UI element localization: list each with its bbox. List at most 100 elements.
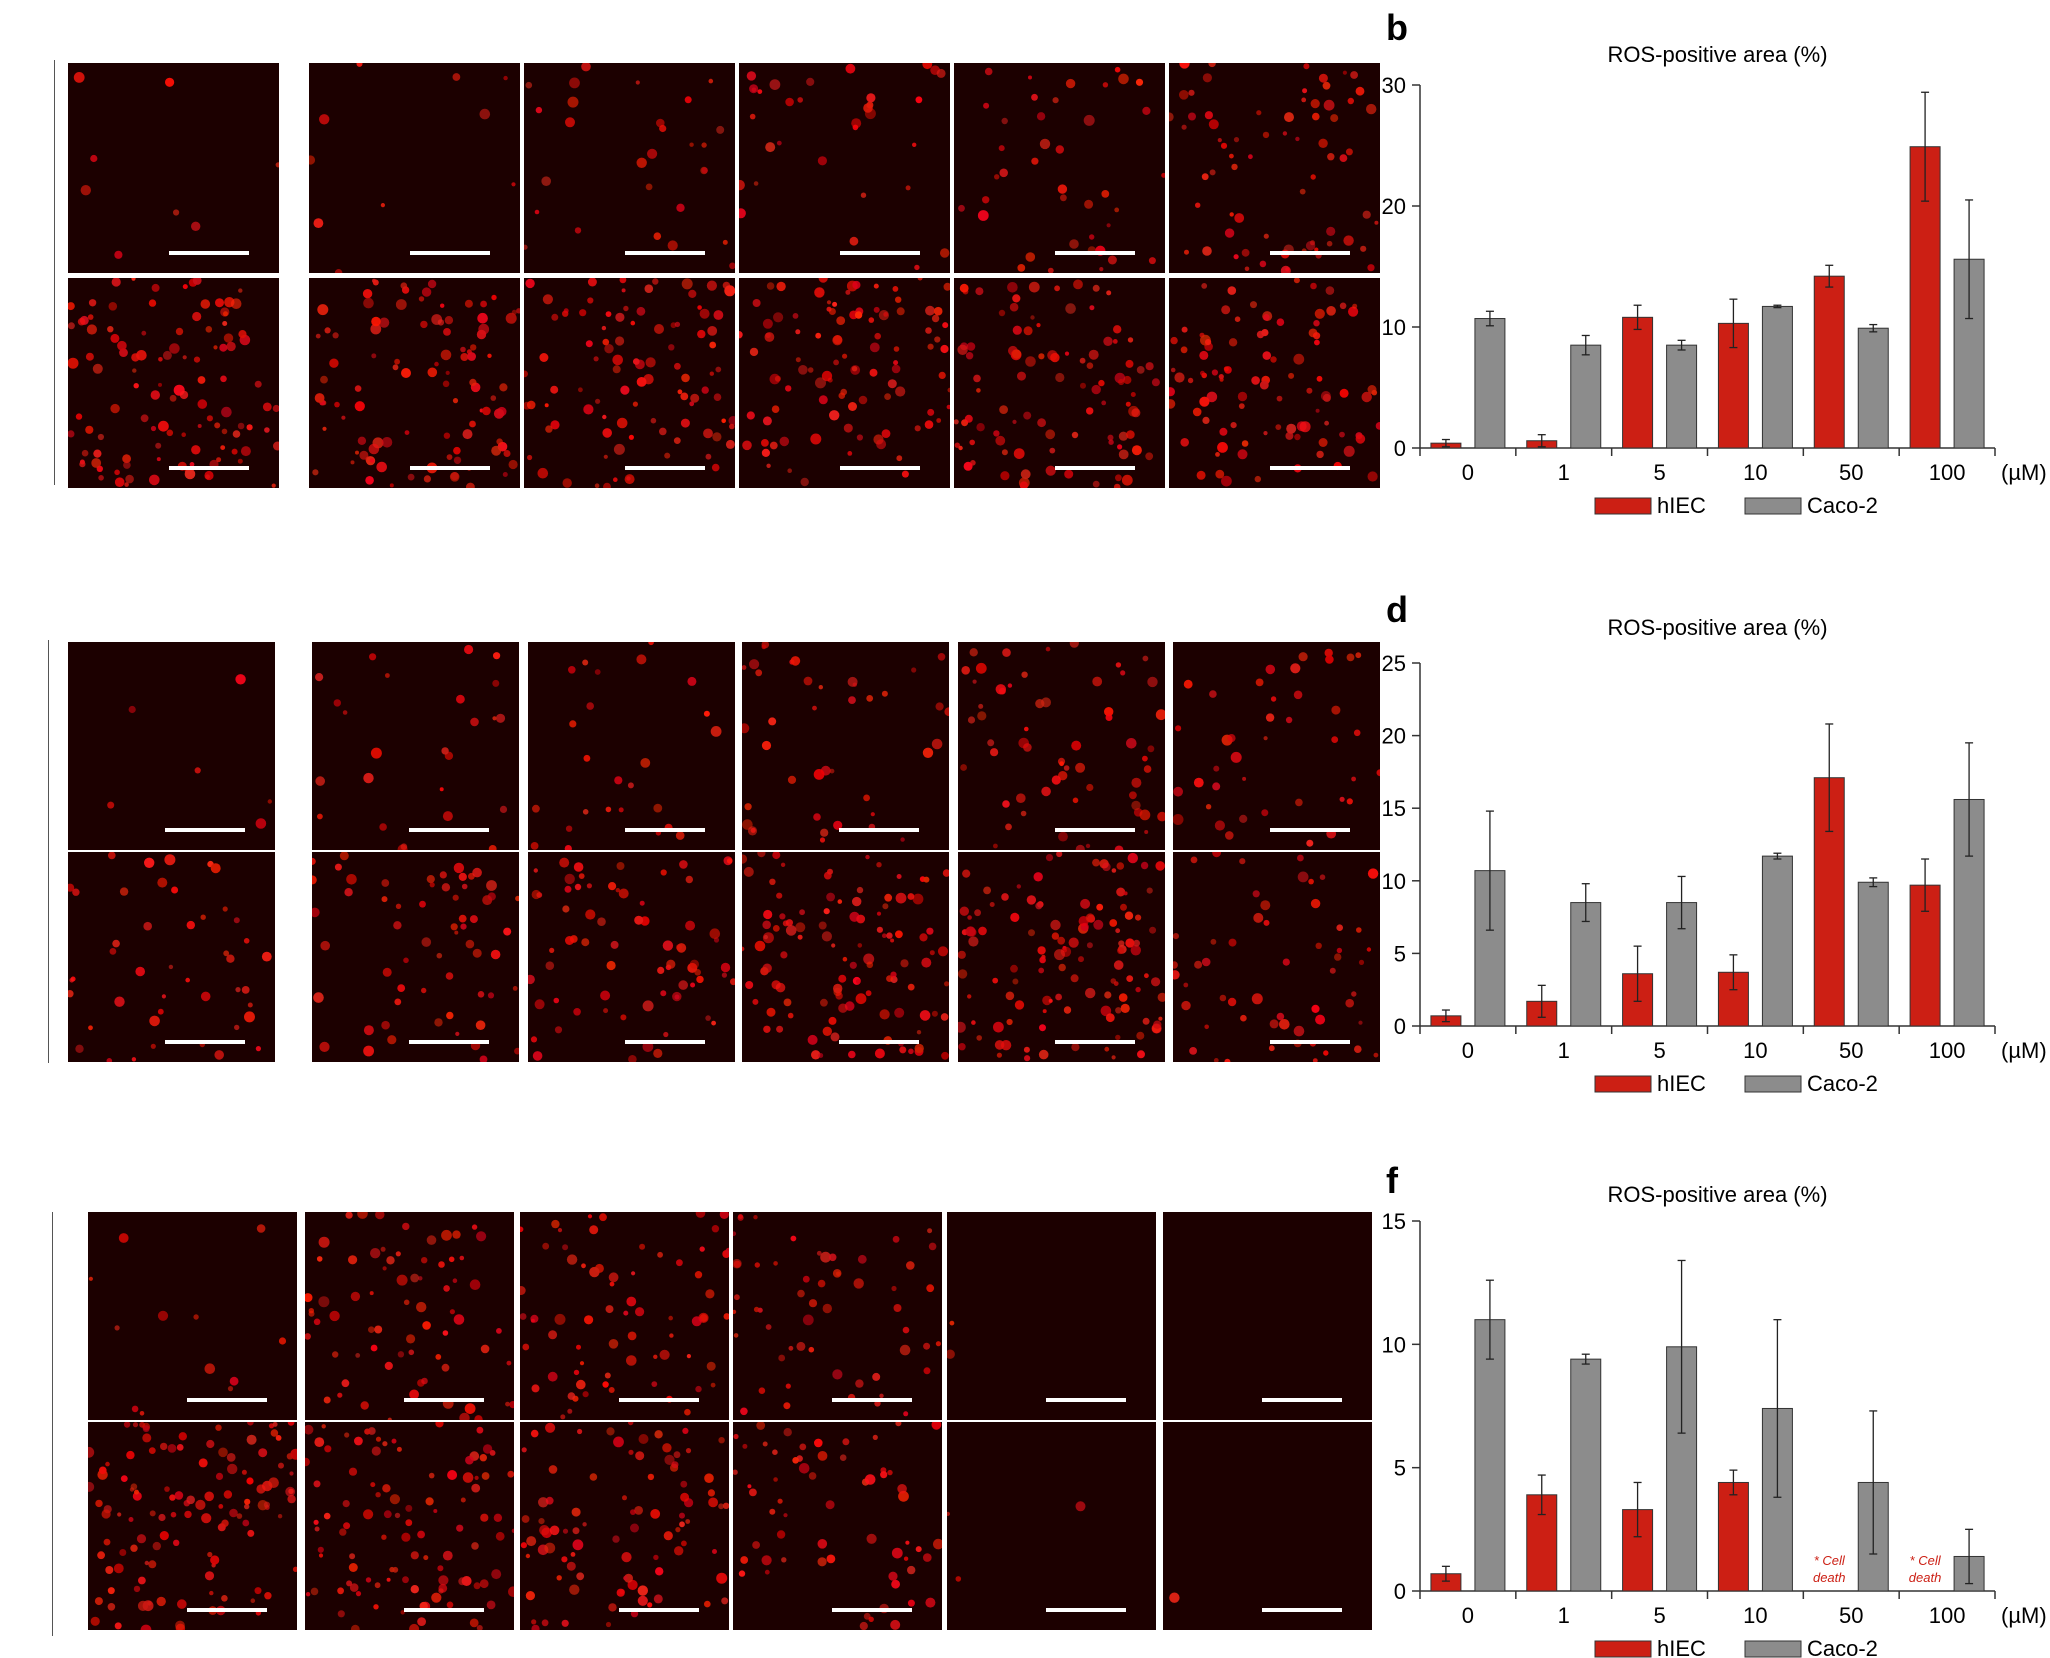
fluorescent-cell xyxy=(548,1330,558,1340)
fluorescent-cell xyxy=(822,1303,832,1314)
fluorescent-cell xyxy=(989,902,995,907)
fluorescent-cell xyxy=(998,309,1006,317)
fluorescent-cell xyxy=(1100,1005,1112,1017)
fluorescent-cell xyxy=(342,1500,350,1508)
bar-caco-2 xyxy=(1474,870,1506,1027)
fluorescent-cell xyxy=(1181,326,1188,333)
fluorescent-cell xyxy=(444,316,454,325)
fluorescent-cell xyxy=(896,455,903,462)
fluorescent-cell xyxy=(312,469,319,476)
fluorescent-cell xyxy=(161,994,166,999)
fluorescent-cell xyxy=(1007,282,1018,293)
fluorescent-cell xyxy=(1241,440,1249,447)
fluorescent-cell xyxy=(894,1007,905,1018)
fluorescent-cell xyxy=(1058,831,1068,842)
micrograph-image xyxy=(742,852,949,1062)
fluorescent-cell xyxy=(139,1411,145,1416)
fluorescent-cell xyxy=(1080,898,1091,909)
fluorescent-cell xyxy=(525,278,535,289)
fluorescent-cell xyxy=(685,1448,692,1454)
fluorescent-cell xyxy=(777,1498,783,1504)
fluorescent-cell xyxy=(314,1526,320,1532)
fluorescent-cell xyxy=(496,438,503,445)
fluorescent-cell xyxy=(1276,1012,1285,1021)
fluorescent-cell xyxy=(178,1432,187,1441)
fluorescent-cell xyxy=(865,854,870,860)
fluorescent-cell xyxy=(491,445,502,456)
fluorescent-cell xyxy=(993,843,998,849)
fluorescent-cell xyxy=(712,1549,717,1554)
fluorescent-cell xyxy=(947,1349,955,1359)
fluorescent-cell xyxy=(350,460,355,465)
fluorescent-cell xyxy=(185,977,190,983)
fluorescent-cell xyxy=(423,1555,429,1561)
fluorescent-cell xyxy=(800,477,809,487)
fluorescent-cell xyxy=(895,930,903,939)
fluorescent-cell xyxy=(434,361,439,367)
fluorescent-cell xyxy=(738,1570,746,1577)
fluorescent-cell xyxy=(1367,868,1379,879)
fluorescent-cell xyxy=(659,1349,670,1360)
fluorescent-cell xyxy=(68,357,79,369)
fluorescent-cell xyxy=(1065,303,1076,314)
fluorescent-cell xyxy=(533,868,538,873)
fluorescent-cell xyxy=(891,1285,897,1292)
fluorescent-cell xyxy=(491,1569,502,1580)
fluorescent-cell xyxy=(1089,305,1095,311)
fluorescent-cell xyxy=(105,1461,110,1467)
fluorescent-cell xyxy=(574,227,582,234)
fluorescent-cell xyxy=(80,185,91,196)
fluorescent-cell xyxy=(1038,353,1045,360)
fluorescent-cell xyxy=(545,425,553,433)
fluorescent-cell xyxy=(90,1616,100,1626)
fluorescent-cell xyxy=(695,1385,702,1393)
fluorescent-cell xyxy=(984,67,993,76)
fluorescent-cell xyxy=(818,278,828,283)
fluorescent-cell xyxy=(479,108,491,120)
fluorescent-cell xyxy=(776,1025,784,1033)
fluorescent-cell xyxy=(775,982,786,993)
fluorescent-cell xyxy=(192,278,202,285)
fluorescent-cell xyxy=(396,1274,408,1286)
fluorescent-cell xyxy=(785,925,797,936)
fluorescent-cell xyxy=(509,1401,514,1409)
fluorescent-cell xyxy=(872,1372,881,1381)
fluorescent-cell xyxy=(370,1344,378,1352)
fluorescent-cell xyxy=(852,896,862,907)
fluorescent-cell xyxy=(158,420,169,432)
fluorescent-cell xyxy=(549,1525,560,1536)
fluorescent-cell xyxy=(1188,89,1195,96)
fluorescent-cell xyxy=(921,957,932,968)
fluorescent-cell xyxy=(407,473,415,481)
fluorescent-cell xyxy=(1290,663,1301,674)
fluorescent-cell xyxy=(124,482,129,487)
fluorescent-cell xyxy=(72,888,80,896)
fluorescent-cell xyxy=(739,179,745,191)
fluorescent-cell xyxy=(565,936,574,945)
fluorescent-cell xyxy=(610,940,619,949)
fluorescent-cell xyxy=(938,371,946,379)
fluorescent-cell xyxy=(1227,997,1237,1007)
fluorescent-cell xyxy=(773,312,784,323)
fluorescent-cell xyxy=(582,1522,587,1527)
fluorescent-cell xyxy=(242,1519,250,1527)
fluorescent-cell xyxy=(106,1058,113,1062)
fluorescent-cell xyxy=(312,875,317,885)
fluorescent-cell xyxy=(684,1408,691,1416)
fluorescent-cell xyxy=(1279,1019,1290,1030)
fluorescent-cell xyxy=(881,690,888,697)
fluorescent-cell xyxy=(313,1318,321,1326)
fluorescent-cell xyxy=(1352,303,1358,309)
fluorescent-cell xyxy=(705,1015,711,1021)
fluorescent-cell xyxy=(1010,964,1018,973)
fluorescent-cell xyxy=(754,1262,760,1268)
fluorescent-cell xyxy=(464,1403,476,1414)
fluorescent-cell xyxy=(1220,142,1228,149)
fluorescent-cell xyxy=(813,813,821,821)
micrograph-canvas xyxy=(958,852,1165,1062)
fluorescent-cell xyxy=(761,740,772,751)
fluorescent-cell xyxy=(375,1212,385,1220)
fluorescent-cell xyxy=(312,907,320,918)
fluorescent-cell xyxy=(795,357,801,363)
